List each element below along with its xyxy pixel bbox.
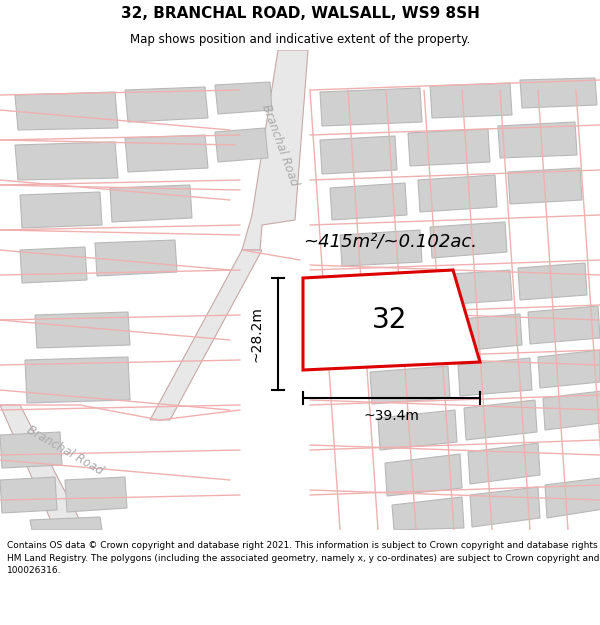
Polygon shape xyxy=(464,400,537,440)
Polygon shape xyxy=(20,247,87,283)
Polygon shape xyxy=(385,454,462,496)
Polygon shape xyxy=(125,135,208,172)
Polygon shape xyxy=(340,230,422,266)
Text: ~39.4m: ~39.4m xyxy=(364,409,419,423)
Polygon shape xyxy=(20,192,102,228)
Polygon shape xyxy=(470,487,540,527)
Polygon shape xyxy=(215,128,268,162)
Polygon shape xyxy=(498,122,577,158)
Polygon shape xyxy=(0,432,62,468)
Text: Branchal Road: Branchal Road xyxy=(259,102,301,188)
Polygon shape xyxy=(30,517,102,530)
Polygon shape xyxy=(408,129,490,166)
Polygon shape xyxy=(438,270,512,305)
Polygon shape xyxy=(215,82,272,114)
Polygon shape xyxy=(430,83,512,118)
Polygon shape xyxy=(468,443,540,484)
Polygon shape xyxy=(320,88,422,126)
Polygon shape xyxy=(545,477,600,518)
Polygon shape xyxy=(125,87,208,122)
Polygon shape xyxy=(528,306,600,344)
Polygon shape xyxy=(303,270,480,370)
Polygon shape xyxy=(543,390,600,430)
Polygon shape xyxy=(150,250,262,420)
Polygon shape xyxy=(520,78,597,108)
Polygon shape xyxy=(392,497,464,530)
Polygon shape xyxy=(518,263,587,300)
Polygon shape xyxy=(25,357,130,403)
Text: ~415m²/~0.102ac.: ~415m²/~0.102ac. xyxy=(303,233,477,251)
Polygon shape xyxy=(418,175,497,212)
Polygon shape xyxy=(242,50,308,250)
Polygon shape xyxy=(0,477,57,513)
Polygon shape xyxy=(350,277,432,312)
Polygon shape xyxy=(508,168,582,204)
Polygon shape xyxy=(360,322,442,360)
Polygon shape xyxy=(538,350,600,388)
Text: 32, BRANCHAL ROAD, WALSALL, WS9 8SH: 32, BRANCHAL ROAD, WALSALL, WS9 8SH xyxy=(121,6,479,21)
Text: 32: 32 xyxy=(372,306,407,334)
Polygon shape xyxy=(15,142,118,180)
Text: Branchal Road: Branchal Road xyxy=(25,423,106,477)
Polygon shape xyxy=(110,185,192,222)
Polygon shape xyxy=(15,92,118,130)
Polygon shape xyxy=(95,240,177,276)
Polygon shape xyxy=(65,477,127,512)
Text: ~28.2m: ~28.2m xyxy=(249,306,263,362)
Polygon shape xyxy=(430,222,507,258)
Polygon shape xyxy=(0,405,85,530)
Text: Contains OS data © Crown copyright and database right 2021. This information is : Contains OS data © Crown copyright and d… xyxy=(7,541,600,576)
Text: Map shows position and indicative extent of the property.: Map shows position and indicative extent… xyxy=(130,32,470,46)
Polygon shape xyxy=(330,183,407,220)
Polygon shape xyxy=(370,366,450,404)
Polygon shape xyxy=(35,312,130,348)
Polygon shape xyxy=(320,136,397,174)
Polygon shape xyxy=(448,314,522,352)
Polygon shape xyxy=(378,410,457,450)
Polygon shape xyxy=(458,358,532,396)
